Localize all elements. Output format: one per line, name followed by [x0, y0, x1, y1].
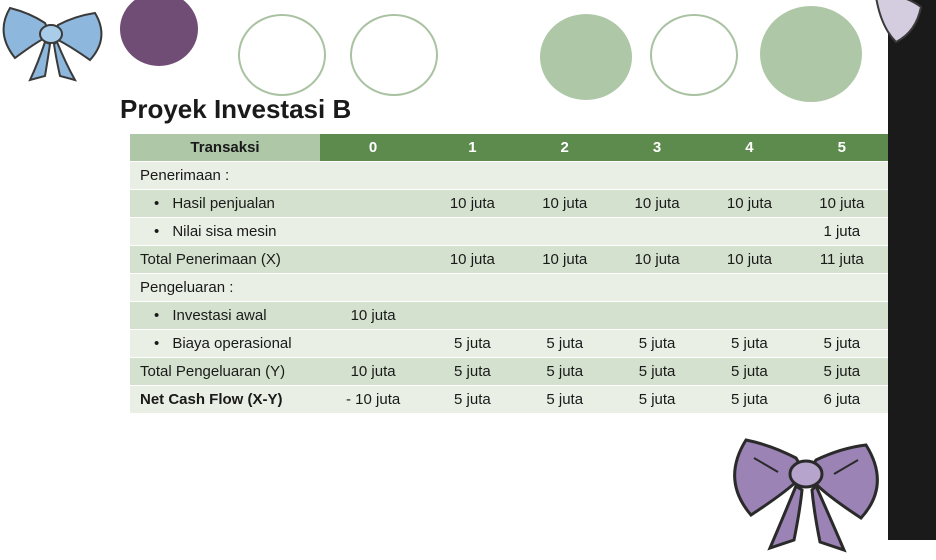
cell: 10 juta	[426, 190, 518, 218]
cell: 10 juta	[703, 246, 795, 274]
cell	[519, 162, 611, 190]
col-header-3: 3	[611, 134, 703, 162]
decor-circle-fill-2	[760, 6, 862, 102]
cell: - 10 juta	[320, 386, 426, 414]
cashflow-table: Transaksi 0 1 2 3 4 5 Penerimaan :• Hasi…	[130, 134, 888, 414]
cell: 10 juta	[320, 302, 426, 330]
cell: 5 juta	[611, 358, 703, 386]
cell: 5 juta	[426, 386, 518, 414]
cell: 5 juta	[519, 330, 611, 358]
col-header-2: 2	[519, 134, 611, 162]
cell: 5 juta	[703, 330, 795, 358]
cell: 5 juta	[703, 358, 795, 386]
cell: 10 juta	[703, 190, 795, 218]
cell	[426, 302, 518, 330]
decor-circle-outline-2	[350, 14, 438, 96]
decor-circle-purple	[120, 0, 198, 66]
slide-title: Proyek Investasi B	[120, 94, 351, 125]
cell	[796, 302, 888, 330]
cell: 5 juta	[426, 358, 518, 386]
cell	[320, 274, 426, 302]
cell	[426, 274, 518, 302]
col-header-transaksi: Transaksi	[130, 134, 320, 162]
cell	[320, 162, 426, 190]
cell	[703, 162, 795, 190]
cell	[320, 218, 426, 246]
cell: 6 juta	[796, 386, 888, 414]
bow-icon-top-left	[0, 0, 120, 98]
row-label: • Biaya operasional	[130, 330, 320, 358]
cell: 5 juta	[796, 330, 888, 358]
decor-circle-outline-1	[238, 14, 326, 96]
cell	[703, 302, 795, 330]
table-row: Penerimaan :	[130, 162, 888, 190]
cell: 10 juta	[426, 246, 518, 274]
cell	[320, 330, 426, 358]
cell	[703, 274, 795, 302]
row-label: Net Cash Flow (X-Y)	[130, 386, 320, 414]
row-label: • Hasil penjualan	[130, 190, 320, 218]
table-row: • Biaya operasional5 juta5 juta5 juta5 j…	[130, 330, 888, 358]
row-label: • Nilai sisa mesin	[130, 218, 320, 246]
cell: 10 juta	[320, 358, 426, 386]
row-label: • Investasi awal	[130, 302, 320, 330]
cell: 11 juta	[796, 246, 888, 274]
cell	[611, 162, 703, 190]
cell	[796, 274, 888, 302]
cell	[519, 302, 611, 330]
cell: 5 juta	[796, 358, 888, 386]
cell: 10 juta	[611, 246, 703, 274]
cell	[320, 190, 426, 218]
table-row: • Hasil penjualan10 juta10 juta10 juta10…	[130, 190, 888, 218]
decor-circle-outline-3	[650, 14, 738, 96]
cell	[519, 218, 611, 246]
bow-icon-bottom-right	[716, 410, 896, 560]
cell: 5 juta	[703, 386, 795, 414]
cell: 5 juta	[611, 386, 703, 414]
cell: 10 juta	[611, 190, 703, 218]
cell	[703, 218, 795, 246]
table-row: • Investasi awal10 juta	[130, 302, 888, 330]
table-header-row: Transaksi 0 1 2 3 4 5	[130, 134, 888, 162]
row-label: Total Penerimaan (X)	[130, 246, 320, 274]
cell	[426, 218, 518, 246]
cell	[611, 302, 703, 330]
table-row: Total Penerimaan (X)10 juta10 juta10 jut…	[130, 246, 888, 274]
cell	[796, 162, 888, 190]
table-row: • Nilai sisa mesin 1 juta	[130, 218, 888, 246]
cell: 5 juta	[519, 358, 611, 386]
row-label: Total Pengeluaran (Y)	[130, 358, 320, 386]
cell	[611, 274, 703, 302]
row-label: Penerimaan :	[130, 162, 320, 190]
cell: 10 juta	[519, 246, 611, 274]
cell: 5 juta	[519, 386, 611, 414]
col-header-1: 1	[426, 134, 518, 162]
cell: 10 juta	[519, 190, 611, 218]
cell: 1 juta	[796, 218, 888, 246]
cell: 5 juta	[426, 330, 518, 358]
row-label: Pengeluaran :	[130, 274, 320, 302]
cell: 5 juta	[611, 330, 703, 358]
cell	[426, 162, 518, 190]
col-header-0: 0	[320, 134, 426, 162]
col-header-4: 4	[703, 134, 795, 162]
table-row: Total Pengeluaran (Y)10 juta5 juta5 juta…	[130, 358, 888, 386]
cell	[611, 218, 703, 246]
decor-corner-tr	[866, 0, 926, 52]
cell: 10 juta	[796, 190, 888, 218]
col-header-5: 5	[796, 134, 888, 162]
cell	[519, 274, 611, 302]
table-row: Pengeluaran :	[130, 274, 888, 302]
cell	[320, 246, 426, 274]
table-row: Net Cash Flow (X-Y)- 10 juta5 juta5 juta…	[130, 386, 888, 414]
decor-circle-fill-1	[540, 14, 632, 100]
